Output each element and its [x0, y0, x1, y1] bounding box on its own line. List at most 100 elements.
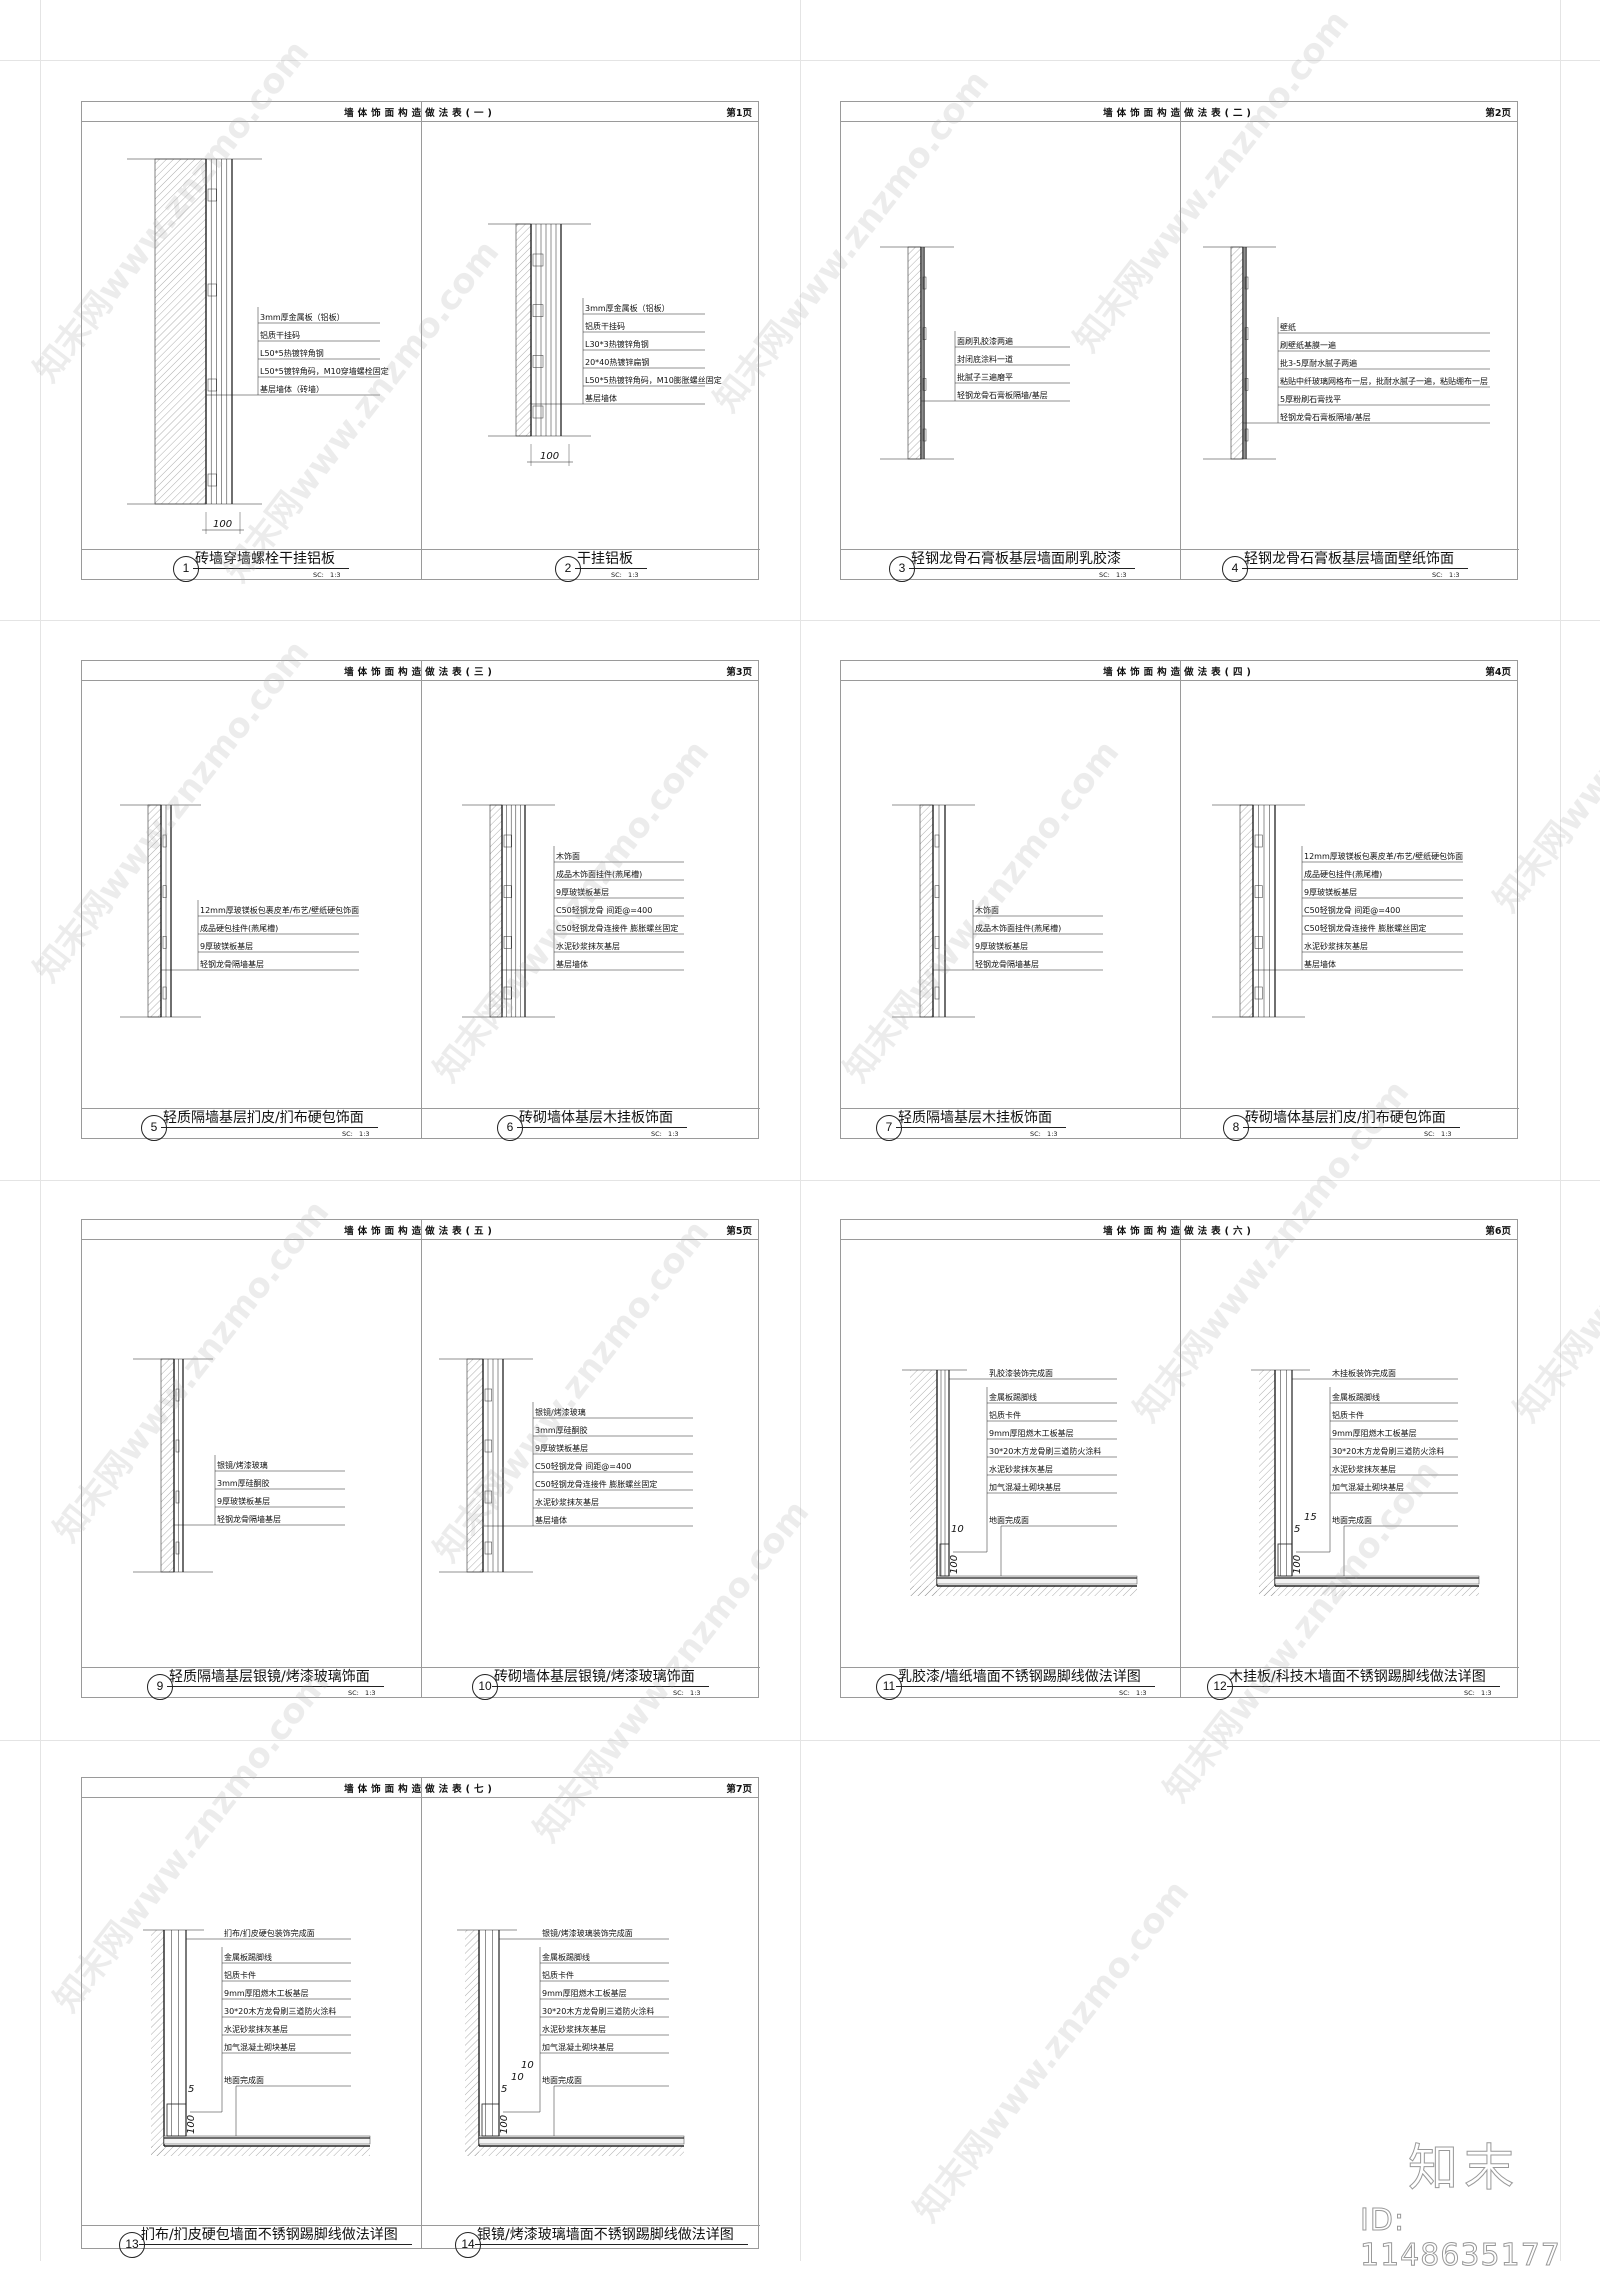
material-label: 9厚玻镁板基层 — [200, 941, 253, 951]
material-label: 面刷乳胶漆两遍 — [957, 336, 1013, 346]
detail-title-block: 13 扪布/扪皮硬包墙面不锈钢踢脚线做法详图 — [82, 2225, 421, 2258]
sheet-page-number: 第7页 — [726, 1784, 752, 1795]
material-label: 银镜/烤漆玻璃 — [535, 1407, 586, 1417]
detail-title-block: 3 轻钢龙骨石膏板基层墙面刷乳胶漆 SC: 1:3 — [841, 549, 1180, 582]
material-label: 地面完成面 — [1332, 1515, 1372, 1525]
sheet-header: 墙体饰面构造做法表(二) 第2页 — [841, 102, 1517, 122]
material-label: 金属板踢脚线 — [224, 1952, 272, 1962]
sheet-header: 墙体饰面构造做法表(六) 第6页 — [841, 1220, 1517, 1240]
fixing-bracket — [503, 885, 512, 898]
material-label: 木饰面 — [556, 851, 580, 861]
material-label: 9mm厚阻燃木工板基层 — [542, 1988, 627, 1998]
detail-panel: 面刷乳胶漆两遍 封闭底涂料一道 批腻子三遍磨平 轻钢龙骨石膏板隔墙/基层 3 轻钢龙骨石膏… — [841, 102, 1181, 582]
drawing-sheet: 墙体饰面构造做法表(一) 第1页 3mm厚金属板（铝板） 铝质干挂码 L50*5热镀锌角… — [81, 101, 760, 582]
sheet-header: 墙体饰面构造做法表(七) 第7页 — [82, 1778, 758, 1798]
fixing-bracket — [503, 834, 512, 848]
material-label: 20*40热镀锌扁钢 — [585, 357, 649, 367]
detail-number-circle: 13 — [119, 2232, 145, 2258]
detail-title: 轻钢龙骨石膏板基层墙面壁纸饰面 — [1242, 551, 1468, 569]
sheet-title: 墙体饰面构造做法表(六) — [1103, 1226, 1255, 1237]
detail-panel: 银镜/烤漆玻璃 3mm厚硅酮胶 9厚玻镁板基层 C50轻钢龙骨 间距@=400 C50轻… — [421, 1220, 760, 1700]
detail-panel: 12mm厚玻镁板包裹皮革/布艺/壁纸硬包饰面 成品硬包挂件(燕尾槽) 9厚玻镁板基层… — [1180, 661, 1519, 1141]
wall-hatch — [1230, 246, 1244, 460]
material-label: 9mm厚阻燃木工板基层 — [224, 1988, 309, 1998]
material-label: 批3-5厚耐水腻子两遍 — [1280, 358, 1357, 368]
material-label: 刷壁纸基膜一遍 — [1280, 340, 1336, 350]
floor-finish-layer — [936, 1575, 1138, 1585]
material-label: 水泥砂浆抹灰基层 — [1304, 941, 1368, 951]
material-label: 银镜/烤漆玻璃装饰完成面 — [542, 1928, 633, 1938]
skirting-board — [166, 2103, 187, 2137]
detail-number-circle: 9 — [147, 1674, 173, 1700]
sheet-title: 墙体饰面构造做法表(七) — [344, 1784, 496, 1795]
drawing-sheet: 墙体饰面构造做法表(五) 第5页 银镜/烤漆玻璃 3mm厚硅酮胶 9厚玻镁板基层 轻钢龙骨… — [81, 1219, 760, 1700]
wall-hatch — [465, 1930, 479, 2156]
fixing-bracket — [532, 355, 544, 368]
fixing-bracket — [162, 885, 167, 898]
fixing-bracket — [934, 834, 940, 848]
material-label: 3mm厚硅酮胶 — [217, 1478, 270, 1488]
sheet-title: 墙体饰面构造做法表(三) — [344, 667, 496, 678]
wall-hatch — [910, 1370, 937, 1596]
wall-hatch — [1259, 1370, 1275, 1596]
detail-title: 轻质隔墙基层扪皮/扪布硬包饰面 — [161, 1110, 378, 1128]
detail-panel: 银镜/烤漆玻璃装饰完成面 金属板踢脚线 铝质卡件 9mm厚阻燃木工板基层 30*20木方… — [421, 1778, 760, 2258]
fixing-bracket — [503, 986, 512, 1000]
material-label: 9厚玻镁板基层 — [217, 1496, 270, 1506]
detail-panel: 木挂板装饰完成面 金属板踢脚线 铝质卡件 9mm厚阻燃木工板基层 30*20木方龙骨刷三… — [1180, 1220, 1519, 1700]
detail-title: 轻质隔墙基层木挂板饰面 — [896, 1110, 1066, 1128]
material-label: 金属板踢脚线 — [542, 1952, 590, 1962]
section-detail-drawing: 3mm厚金属板（铝板） 铝质干挂码 L50*5热镀锌角钢 L50*5镀锌角码，M10穿… — [127, 158, 389, 534]
material-label: L50*5热镀锌角码，M10膨胀螺丝固定 — [585, 375, 722, 385]
detail-scale: SC: 1:3 — [348, 1689, 376, 1697]
material-label: 30*20木方龙骨刷三道防火涂料 — [542, 2006, 654, 2016]
material-label: 成品木饰面挂件(燕尾槽) — [556, 869, 642, 879]
detail-title: 木挂板/科技木墙面不锈钢踢脚线做法详图 — [1227, 1669, 1500, 1687]
fixing-bracket — [1254, 986, 1263, 1000]
material-label: C50轻钢龙骨 间距@=400 — [535, 1461, 631, 1471]
dimension-text: 5 — [188, 2084, 194, 2095]
detail-panel: 3mm厚金属板（铝板） 铝质干挂码 L50*5热镀锌角钢 L50*5镀锌角码，M10穿… — [82, 102, 422, 582]
brand-logo: 知末 — [1408, 2139, 1520, 2198]
fixing-bracket — [175, 1541, 180, 1555]
material-label: 铝质干挂码 — [585, 321, 625, 331]
wall-hatch — [489, 804, 503, 1018]
wall-hatch — [151, 1930, 164, 2156]
detail-title: 砖砌墙体基层银镜/烤漆玻璃饰面 — [492, 1669, 709, 1687]
fixing-bracket — [175, 1388, 180, 1402]
material-label: 基层墙体 — [1304, 959, 1336, 969]
fixing-bracket — [207, 473, 217, 487]
material-label: 金属板踢脚线 — [989, 1392, 1037, 1402]
fixing-bracket — [1244, 428, 1249, 442]
sheet-title: 墙体饰面构造做法表(一) — [344, 108, 496, 119]
fixing-bracket — [484, 1388, 492, 1402]
fixing-bracket — [484, 1490, 492, 1504]
dimension-text: 10 — [511, 2072, 524, 2083]
floor-hatch — [910, 1586, 1137, 1596]
sheet-page-number: 第4页 — [1485, 667, 1511, 678]
material-label: 壁纸 — [1280, 322, 1296, 332]
fixing-bracket — [532, 405, 544, 419]
fixing-bracket — [207, 283, 217, 297]
detail-number-circle: 12 — [1207, 1674, 1233, 1700]
dimension-text: 5 — [1294, 1524, 1300, 1535]
material-label: 水泥砂浆抹灰基层 — [1332, 1464, 1396, 1474]
material-label: 乳胶漆装饰完成面 — [989, 1368, 1053, 1378]
detail-title-block: 6 砖砌墙体基层木挂板饰面 SC: 1:3 — [421, 1108, 760, 1141]
skirting-board — [939, 1543, 950, 1577]
drawing-sheet: 墙体饰面构造做法表(二) 第2页 面刷乳胶漆两遍 封闭底涂料一道 批腻子三遍磨平 轻钢龙骨… — [840, 101, 1519, 582]
detail-scale: SC: 1:3 — [1464, 1689, 1492, 1697]
floor-hatch — [1259, 1586, 1479, 1596]
sheet-header: 墙体饰面构造做法表(四) 第4页 — [841, 661, 1517, 681]
detail-number-circle: 7 — [876, 1115, 902, 1141]
material-label: 水泥砂浆抹灰基层 — [535, 1497, 599, 1507]
fixing-bracket — [175, 1439, 180, 1453]
asset-id: ID: 1148635177 — [1360, 2203, 1561, 2273]
page-grid-line — [40, 0, 41, 2261]
detail-panel: 乳胶漆装饰完成面 金属板踢脚线 铝质卡件 9mm厚阻燃木工板基层 30*20木方龙骨刷三… — [841, 1220, 1181, 1700]
material-label: 成品木饰面挂件(燕尾槽) — [975, 923, 1061, 933]
sheet-header: 墙体饰面构造做法表(三) 第3页 — [82, 661, 758, 681]
